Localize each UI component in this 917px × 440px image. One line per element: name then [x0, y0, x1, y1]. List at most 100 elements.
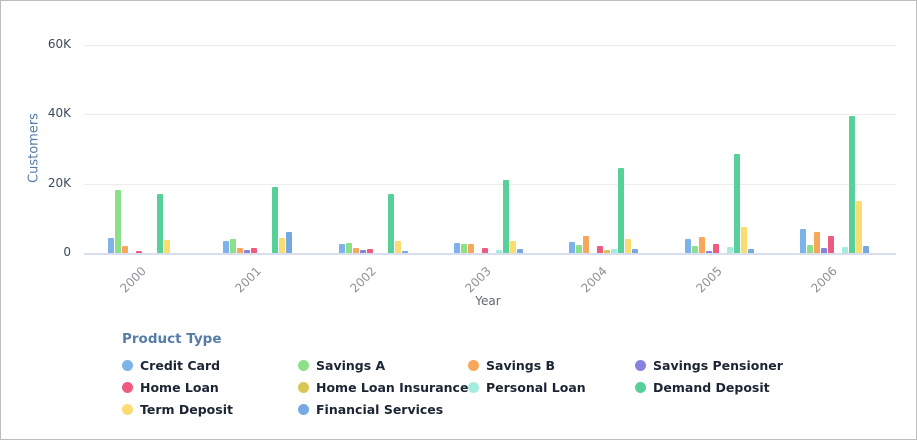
bar-term-deposit-2004[interactable]	[625, 239, 632, 253]
bar-credit-card-2001[interactable]	[223, 241, 230, 253]
bar-cluster-2000	[108, 1, 177, 253]
bar-home-loan-2000[interactable]	[136, 251, 142, 253]
x-axis-title: Year	[475, 294, 501, 308]
bar-savings-a-2000[interactable]	[115, 190, 121, 253]
legend-item-label: Savings B	[486, 358, 556, 373]
bar-demand-deposit-2005[interactable]	[733, 154, 740, 253]
legend-item-savings-pensioner[interactable]: Savings Pensioner	[635, 358, 865, 373]
bar-cluster-2006	[799, 1, 869, 253]
legend-item-label: Credit Card	[140, 358, 221, 373]
legend-swatch-home-loan-insurance-icon	[298, 382, 309, 393]
bar-financial-services-2004[interactable]	[632, 249, 639, 253]
bar-personal-loan-2005[interactable]	[726, 247, 733, 253]
legend-item-financial-services[interactable]: Financial Services	[298, 402, 468, 417]
legend-item-term-deposit[interactable]: Term Deposit	[122, 402, 298, 417]
legend-swatch-financial-services-icon	[298, 404, 309, 415]
x-tick-label-2004: 2004	[578, 264, 610, 296]
bar-term-deposit-2000[interactable]	[164, 240, 170, 253]
legend-swatch-savings-b-icon	[468, 360, 479, 371]
legend-item-personal-loan[interactable]: Personal Loan	[468, 380, 635, 395]
bar-demand-deposit-2001[interactable]	[272, 187, 279, 253]
legend-swatch-demand-deposit-icon	[635, 382, 646, 393]
legend-item-label: Personal Loan	[486, 380, 586, 395]
bar-home-loan-2006[interactable]	[827, 236, 834, 253]
bar-financial-services-2002[interactable]	[401, 251, 408, 253]
x-tick-label-2006: 2006	[808, 264, 841, 296]
x-tick-label-2001: 2001	[232, 264, 264, 296]
bar-savings-b-2000[interactable]	[122, 246, 128, 253]
bar-savings-b-2004[interactable]	[583, 236, 590, 253]
bar-savings-a-2005[interactable]	[691, 246, 698, 253]
bar-term-deposit-2001[interactable]	[279, 238, 286, 253]
bar-home-loan-2002[interactable]	[366, 249, 373, 253]
bar-personal-loan-2004[interactable]	[611, 249, 618, 253]
gridline	[84, 183, 896, 185]
bar-savings-b-2003[interactable]	[467, 244, 474, 253]
legend-item-label: Home Loan Insurance	[316, 380, 469, 395]
bar-home-loan-2005[interactable]	[712, 244, 719, 253]
bar-demand-deposit-2000[interactable]	[157, 194, 163, 253]
legend-grid: Credit Card Savings A Savings B Savings Pen…	[122, 358, 865, 417]
bar-savings-b-2001[interactable]	[237, 248, 244, 253]
bar-financial-services-2003[interactable]	[516, 249, 523, 253]
bar-personal-loan-2003[interactable]	[495, 250, 502, 253]
bar-financial-services-2001[interactable]	[286, 232, 293, 253]
bar-savings-pensioner-2001[interactable]	[244, 250, 251, 253]
bar-term-deposit-2006[interactable]	[855, 201, 862, 253]
bar-savings-pensioner-2005[interactable]	[705, 251, 712, 253]
legend-title: Product Type	[122, 331, 222, 347]
legend-item-home-loan[interactable]: Home Loan	[122, 380, 298, 395]
bar-savings-a-2002[interactable]	[345, 243, 352, 253]
bar-term-deposit-2002[interactable]	[394, 241, 401, 253]
bar-savings-a-2006[interactable]	[806, 245, 813, 253]
bar-savings-a-2003[interactable]	[460, 244, 467, 253]
bar-credit-card-2005[interactable]	[684, 239, 691, 253]
bar-credit-card-2000[interactable]	[108, 238, 114, 253]
legend-item-label: Term Deposit	[140, 402, 233, 417]
bar-demand-deposit-2002[interactable]	[387, 194, 394, 253]
legend: Product Type Credit Card Savings A Savings…	[122, 331, 865, 417]
bar-financial-services-2005[interactable]	[747, 249, 754, 253]
bar-savings-pensioner-2006[interactable]	[820, 248, 827, 253]
bar-personal-loan-2006[interactable]	[841, 247, 848, 253]
bar-savings-a-2004[interactable]	[576, 245, 583, 253]
legend-item-savings-a[interactable]: Savings A	[298, 358, 468, 373]
bar-cluster-2003	[453, 1, 523, 253]
bar-home-loan-2001[interactable]	[251, 248, 258, 253]
bar-demand-deposit-2006[interactable]	[848, 116, 855, 253]
y-tick-label: 20K	[47, 175, 71, 190]
y-tick-label: 0	[63, 245, 71, 259]
bar-cluster-2002	[338, 1, 408, 253]
bar-home-loan-2004[interactable]	[597, 246, 604, 253]
bar-home-loan-insurance-2004[interactable]	[604, 250, 611, 253]
bar-savings-b-2006[interactable]	[813, 232, 820, 253]
legend-swatch-savings-a-icon	[298, 360, 309, 371]
bar-financial-services-2006[interactable]	[862, 246, 869, 253]
legend-item-credit-card[interactable]: Credit Card	[122, 358, 298, 373]
legend-item-home-loan-insurance[interactable]: Home Loan Insurance	[298, 380, 468, 395]
bar-term-deposit-2005[interactable]	[740, 227, 747, 253]
gridline	[84, 44, 896, 46]
bar-demand-deposit-2004[interactable]	[618, 168, 625, 253]
bar-credit-card-2002[interactable]	[338, 244, 345, 253]
legend-item-label: Savings Pensioner	[653, 358, 783, 373]
x-tick-label-2000: 2000	[116, 264, 149, 296]
bar-savings-b-2002[interactable]	[352, 248, 359, 253]
bar-credit-card-2004[interactable]	[569, 242, 576, 253]
bar-savings-b-2005[interactable]	[698, 237, 705, 253]
legend-swatch-home-loan-icon	[122, 382, 133, 393]
bar-savings-a-2001[interactable]	[230, 239, 237, 253]
gridline	[84, 114, 896, 115]
y-axis-title: Customers	[26, 113, 42, 183]
legend-item-savings-b[interactable]: Savings B	[468, 358, 635, 373]
bar-cluster-2004	[569, 1, 639, 253]
bar-home-loan-2003[interactable]	[481, 248, 488, 253]
legend-item-demand-deposit[interactable]: Demand Deposit	[635, 380, 865, 395]
bar-credit-card-2006[interactable]	[799, 229, 806, 253]
bar-term-deposit-2003[interactable]	[509, 241, 516, 253]
bar-savings-pensioner-2002[interactable]	[359, 250, 366, 253]
bar-credit-card-2003[interactable]	[453, 243, 460, 253]
bar-demand-deposit-2003[interactable]	[502, 180, 509, 253]
legend-swatch-savings-pensioner-icon	[635, 360, 646, 371]
